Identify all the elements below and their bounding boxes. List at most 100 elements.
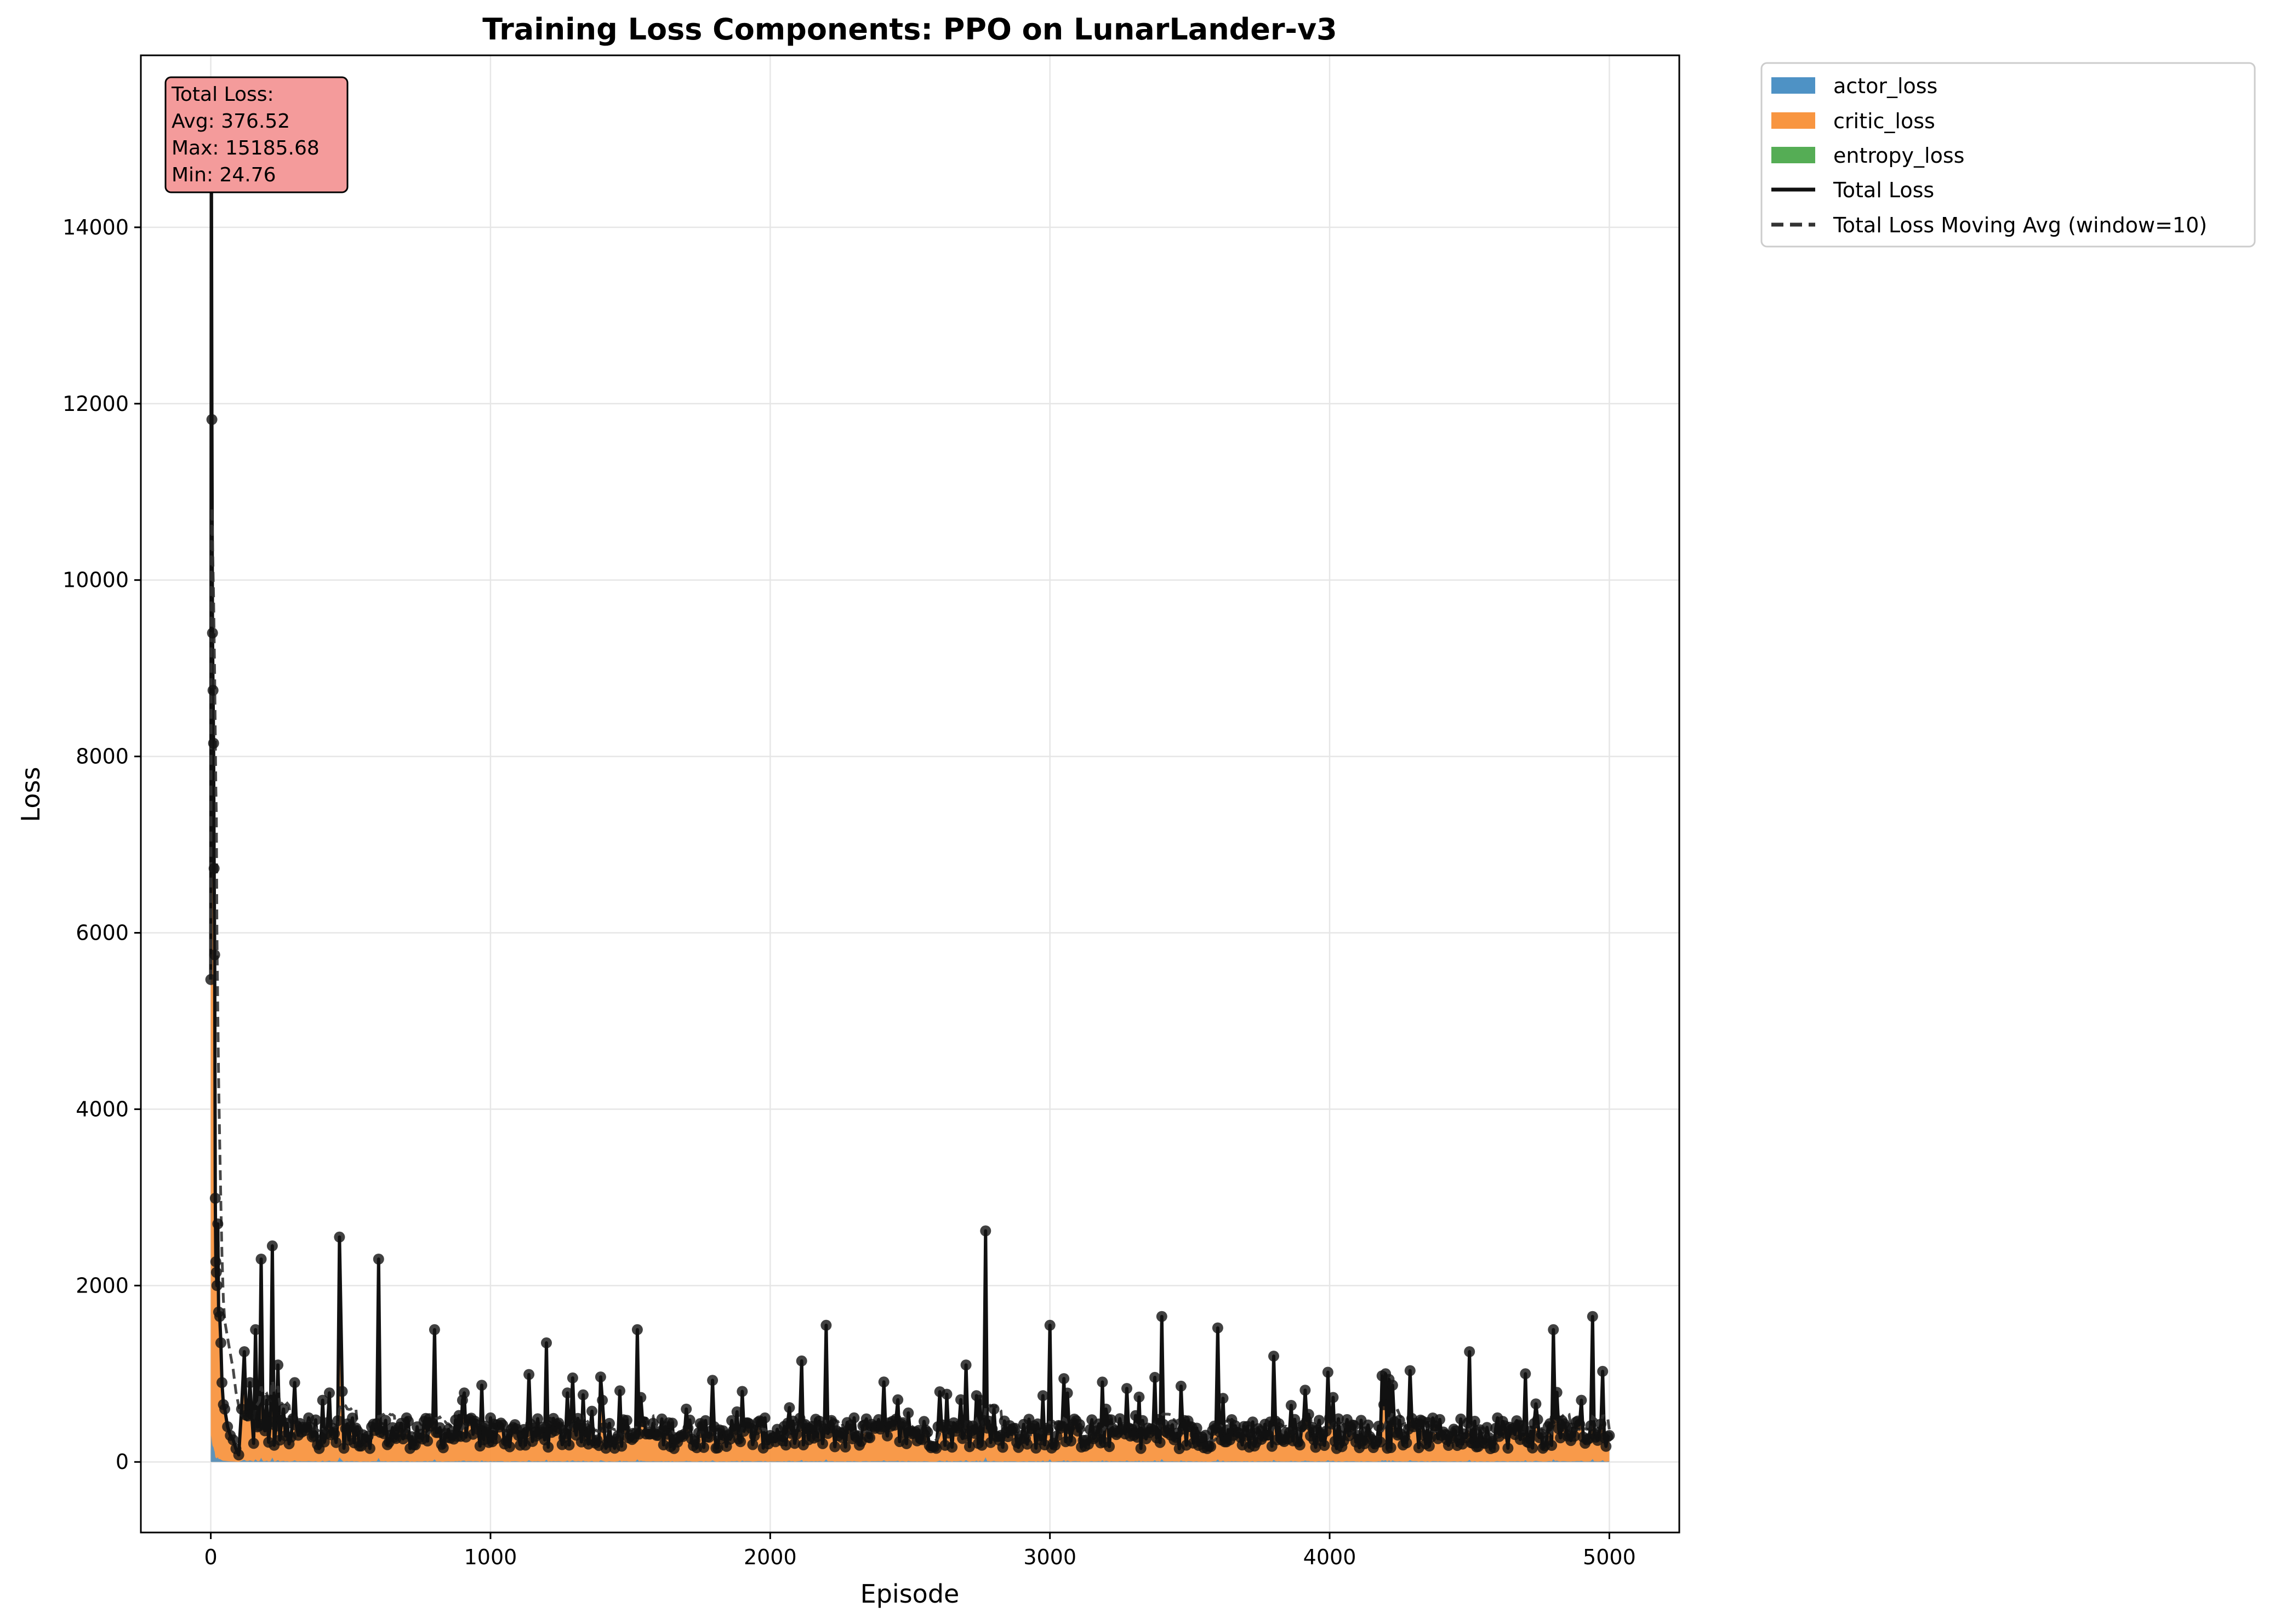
total-loss-point (459, 1387, 470, 1399)
total-loss-point (1520, 1368, 1531, 1380)
total-loss-point (597, 1394, 608, 1406)
total-loss-point (1385, 1442, 1396, 1454)
legend-item-moving-avg: Total Loss Moving Avg (window=10) (1771, 213, 2207, 237)
legend-label-actor: actor_loss (1833, 74, 1937, 98)
total-loss-point (490, 1433, 501, 1444)
x-tick-label: 3000 (1023, 1545, 1076, 1569)
total-loss-point (1273, 1418, 1285, 1429)
total-loss-point (1313, 1415, 1325, 1426)
total-loss-point (726, 1415, 738, 1426)
total-loss-point (1574, 1419, 1586, 1430)
total-loss-point (712, 1442, 723, 1454)
total-loss-point (820, 1319, 832, 1331)
total-loss-point (1378, 1399, 1389, 1410)
legend-item-entropy-loss: entropy_loss (1771, 144, 1964, 168)
total-loss-point (543, 1442, 554, 1453)
y-tick-label: 14000 (62, 215, 129, 239)
total-loss-point (278, 1403, 289, 1415)
total-loss-point (1121, 1383, 1132, 1394)
axes-frame (140, 54, 1680, 1534)
total-loss-point (1423, 1440, 1435, 1452)
legend-label-critic: critic_loss (1833, 109, 1935, 133)
total-loss-point (1032, 1418, 1044, 1429)
total-loss-point (209, 1193, 221, 1204)
total-loss-point (437, 1442, 449, 1454)
total-loss-point (882, 1430, 893, 1442)
total-loss-point (1481, 1422, 1493, 1433)
total-loss-point (1299, 1385, 1311, 1396)
total-loss-point (1532, 1414, 1543, 1425)
total-loss-point (403, 1416, 414, 1427)
chart-title: Training Loss Components: PPO on LunarLa… (482, 12, 1337, 47)
total-loss-point (796, 1355, 807, 1366)
x-axis-label: Episode (860, 1579, 960, 1609)
total-loss-point (960, 1359, 972, 1371)
legend-item-total-loss: Total Loss (1771, 178, 1934, 202)
total-loss-point (373, 1254, 384, 1265)
total-loss-point (681, 1403, 692, 1415)
total-loss-point (1097, 1376, 1108, 1388)
total-loss-point (1343, 1430, 1355, 1442)
y-tick-label: 4000 (76, 1097, 129, 1121)
total-loss-point (347, 1413, 358, 1423)
total-loss-point (248, 1438, 259, 1449)
total-loss-point (647, 1417, 659, 1429)
y-tick-label: 2000 (76, 1273, 129, 1297)
total-loss-point (988, 1403, 1000, 1415)
total-loss-point (1551, 1387, 1563, 1398)
stats-avg: Avg: 376.52 (172, 110, 290, 133)
total-loss-point (259, 1425, 271, 1437)
legend-swatch-critic (1771, 112, 1815, 129)
total-loss-point (497, 1420, 509, 1431)
total-loss-point (272, 1359, 284, 1371)
total-loss-point (941, 1388, 953, 1400)
total-loss-point (578, 1389, 589, 1400)
total-loss-point (216, 1377, 227, 1388)
total-loss-point (1074, 1419, 1085, 1430)
legend-swatch-actor (1771, 77, 1815, 94)
total-loss-point (922, 1426, 933, 1438)
total-loss-point (1042, 1424, 1054, 1436)
total-loss-point (1104, 1441, 1115, 1453)
total-loss-point (1387, 1380, 1398, 1391)
y-axis-ticks: 0 2000 4000 6000 8000 10000 12000 14000 (62, 215, 141, 1474)
total-loss-point (729, 1423, 741, 1435)
total-loss-point (1516, 1420, 1527, 1432)
total-loss-point (1062, 1387, 1073, 1399)
total-loss-point (595, 1371, 606, 1383)
total-loss-point (238, 1346, 250, 1357)
legend-frame (1760, 62, 2256, 248)
total-loss-point (212, 1218, 224, 1230)
total-loss-point (616, 1440, 628, 1452)
total-loss-point (209, 949, 220, 960)
legend: actor_loss critic_loss entropy_loss Tota… (1760, 62, 2256, 248)
total-loss-point (317, 1394, 328, 1406)
total-loss-point (631, 1324, 643, 1335)
total-loss-point (208, 737, 219, 749)
total-loss-point (227, 1434, 239, 1445)
total-loss-point (1175, 1380, 1187, 1392)
total-loss-point (1009, 1422, 1021, 1434)
total-loss-point (523, 1369, 535, 1380)
total-loss-point (1285, 1400, 1297, 1411)
total-loss-point (1373, 1421, 1384, 1432)
total-loss-point (947, 1442, 958, 1453)
total-loss-point (1212, 1322, 1223, 1334)
total-loss-point (737, 1386, 748, 1397)
total-loss-point (1401, 1437, 1412, 1449)
total-loss-point (1604, 1429, 1615, 1441)
total-loss-point (621, 1415, 632, 1426)
total-loss-point (422, 1436, 434, 1446)
total-loss-point (364, 1443, 375, 1454)
total-loss-point (931, 1443, 942, 1454)
total-loss-point (560, 1428, 572, 1439)
total-loss-point (666, 1417, 678, 1429)
total-loss-point (919, 1416, 930, 1427)
total-loss-point (731, 1406, 743, 1417)
total-loss-point (250, 1324, 261, 1335)
total-loss-point (1569, 1431, 1580, 1442)
total-loss-point (784, 1402, 795, 1414)
y-tick-label: 12000 (62, 392, 129, 416)
total-loss-point (1587, 1311, 1598, 1322)
total-loss-point (1149, 1371, 1161, 1383)
